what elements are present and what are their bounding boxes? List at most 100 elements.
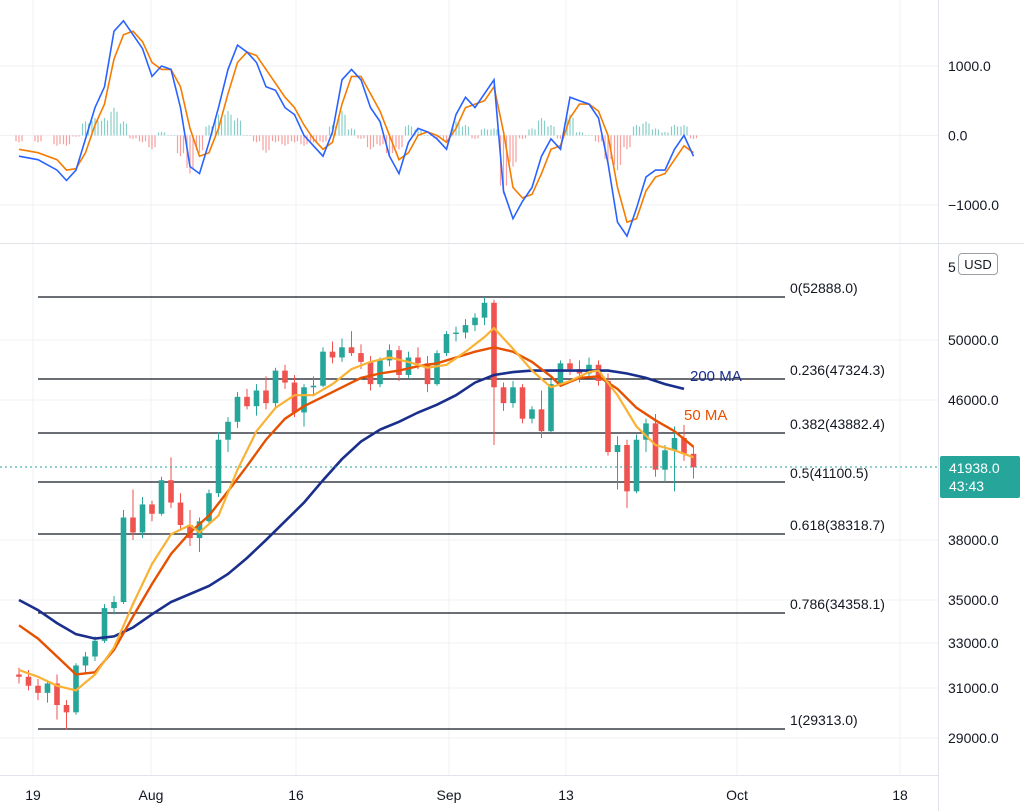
histogram-bar <box>246 135 248 136</box>
histogram-bar <box>214 117 217 136</box>
candle-body <box>548 384 554 432</box>
candle-body <box>633 439 640 492</box>
histogram-bar <box>287 135 289 145</box>
histogram-bar <box>125 123 128 136</box>
histogram-bar <box>116 111 118 136</box>
histogram-bar <box>670 126 673 136</box>
histogram-bar <box>638 126 641 136</box>
price-y-tick-label-partial: 5 <box>948 259 956 275</box>
macd-lines <box>18 19 695 238</box>
histogram-bar <box>515 135 517 162</box>
histogram-bar <box>509 135 511 162</box>
histogram-bar <box>141 135 144 143</box>
candle-body <box>130 517 136 533</box>
currency-badge[interactable]: USD <box>958 253 998 275</box>
candle-body <box>82 656 89 666</box>
histogram-bar <box>122 121 125 136</box>
candle-body <box>671 437 678 451</box>
candle-body <box>557 363 564 385</box>
candle-body <box>586 364 592 374</box>
histogram-bar <box>138 135 141 142</box>
histogram-bar <box>537 120 540 136</box>
histogram-bar <box>569 114 571 136</box>
candle-body <box>310 385 317 388</box>
histogram-bar <box>464 124 467 136</box>
candle-body <box>35 685 41 693</box>
histogram-bar <box>325 135 327 142</box>
last-price-value: 41938.0 <box>949 460 1000 476</box>
histogram-bar <box>353 129 356 136</box>
candle-body <box>206 493 212 522</box>
histogram-bar <box>543 120 546 136</box>
candle-body <box>453 332 459 335</box>
candle-body <box>73 665 79 713</box>
histogram-bar <box>230 114 232 136</box>
candlesticks <box>16 297 697 730</box>
histogram-bar <box>452 123 454 136</box>
histogram-bar <box>319 135 321 142</box>
candle-body <box>168 480 174 503</box>
histogram-bar <box>518 135 521 139</box>
histogram-bar <box>483 128 486 136</box>
histogram-bar <box>163 132 166 136</box>
candle-body <box>681 437 687 454</box>
candle-body <box>510 387 516 404</box>
histogram-bar <box>505 135 508 186</box>
candle-body <box>282 370 288 383</box>
histogram-bar <box>40 135 42 142</box>
histogram-bar <box>277 135 280 142</box>
histogram-bar <box>201 135 204 151</box>
histogram-bar <box>249 135 251 136</box>
candle-body <box>263 390 269 404</box>
histogram-bar <box>78 135 80 137</box>
histogram-bar <box>676 126 679 136</box>
histogram-bar <box>103 118 106 136</box>
histogram-bar <box>239 120 242 136</box>
histogram-bar <box>151 135 153 150</box>
price-y-tick-label: 31000.0 <box>948 680 999 696</box>
histogram-bar <box>255 135 258 143</box>
histogram-bar <box>360 135 362 139</box>
fibonacci-retracement[interactable]: 0(52888.0) 0.236(47324.3) 0.382(43882.4) 0.… <box>38 280 885 730</box>
candle-body <box>386 350 393 361</box>
histogram-bar <box>91 120 93 136</box>
candle-body <box>529 409 535 419</box>
histogram-bar <box>613 135 616 165</box>
histogram-bar <box>550 124 552 136</box>
price-y-tick-label: 38000.0 <box>948 532 999 548</box>
histogram-bar <box>148 135 150 148</box>
candle-body <box>500 387 507 404</box>
histogram-bar <box>84 121 87 136</box>
candle-body <box>377 360 383 385</box>
candle-body <box>424 363 431 385</box>
histogram-bar <box>461 126 464 136</box>
histogram-bar <box>106 120 109 136</box>
histogram-bar <box>160 131 163 136</box>
histogram-bar <box>395 135 397 148</box>
price-y-tick-label: 50000.0 <box>948 332 999 348</box>
histogram-bar <box>445 135 448 143</box>
histogram-bar <box>281 135 283 145</box>
histogram-bar <box>113 107 115 136</box>
candle-body <box>225 421 231 440</box>
histogram-bar <box>189 135 191 174</box>
candle-body <box>348 347 355 354</box>
fib-level-label: 0.382(43882.4) <box>790 416 885 432</box>
histogram-bar <box>388 135 391 157</box>
histogram-bar <box>632 126 635 136</box>
x-tick-label: 19 <box>25 787 41 803</box>
histogram-bar <box>268 135 270 151</box>
histogram-bar <box>182 135 185 154</box>
histogram-bar <box>300 135 302 145</box>
histogram-bar <box>588 135 590 136</box>
histogram-bar <box>262 135 264 151</box>
histogram-bar <box>458 123 460 136</box>
histogram-bar <box>341 111 343 136</box>
fib-level-label: 0.236(47324.3) <box>790 362 885 378</box>
histogram-bar <box>477 135 479 139</box>
histogram-bar <box>176 135 179 154</box>
histogram-bar <box>667 132 669 136</box>
histogram-bar <box>372 135 375 148</box>
histogram-bar <box>626 135 628 150</box>
